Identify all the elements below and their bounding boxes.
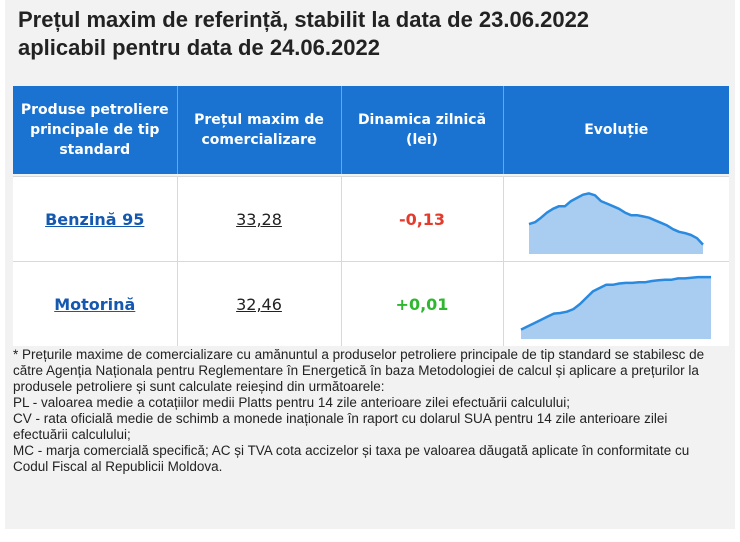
sparkline-area [529,193,704,254]
change-cell: -0,13 [340,176,503,262]
header-evolution: Evoluție [502,86,729,174]
price-cell: 33,28 [176,176,341,262]
product-link-motorina[interactable]: Motorină [54,294,136,314]
footnote-cv: CV - rata oficială medie de schimb a mon… [13,411,668,442]
evolution-sparkline [528,192,705,254]
change-cell: +0,01 [340,261,503,346]
daily-change-value: -0,13 [398,209,446,229]
title-line-2: aplicabil pentru data de 24.06.2022 [18,35,380,60]
header-max-price: Prețul maxim de comercializare [176,86,341,174]
daily-change-value: +0,01 [395,294,449,314]
footnote-pl: PL - valoarea medie a cotațiilor medii P… [13,395,571,410]
price-table: Produse petroliere principale de tip sta… [13,86,729,346]
sparkline-line [520,275,712,331]
product-cell: Motorină [13,261,177,346]
price-value: 33,28 [236,209,282,229]
footnote-mc: MC - marja comercială specifică; AC și T… [13,443,690,474]
table-row: Benzină 95 33,28 -0,13 [13,176,729,262]
header-product: Produse petroliere principale de tip sta… [13,86,177,174]
table-header-row: Produse petroliere principale de tip sta… [13,86,729,174]
footnotes: * Prețurile maxime de comercializare cu … [13,347,725,475]
price-value: 32,46 [236,294,282,314]
footnote-intro: * Prețurile maxime de comercializare cu … [13,347,705,394]
evolution-cell [502,261,729,346]
evolution-cell [502,176,729,262]
sparkline-area [521,277,712,339]
evolution-sparkline [520,275,712,339]
price-cell: 32,46 [176,261,341,346]
table-row: Motorină 32,46 +0,01 [13,261,729,346]
sparkline-line [528,192,705,246]
product-cell: Benzină 95 [13,176,177,262]
title-line-1: Prețul maxim de referință, stabilit la d… [18,7,590,32]
product-link-benzina-95[interactable]: Benzină 95 [45,209,145,229]
page-title: Prețul maxim de referință, stabilit la d… [18,6,718,62]
header-daily-change: Dinamica zilnică (lei) [340,86,503,174]
